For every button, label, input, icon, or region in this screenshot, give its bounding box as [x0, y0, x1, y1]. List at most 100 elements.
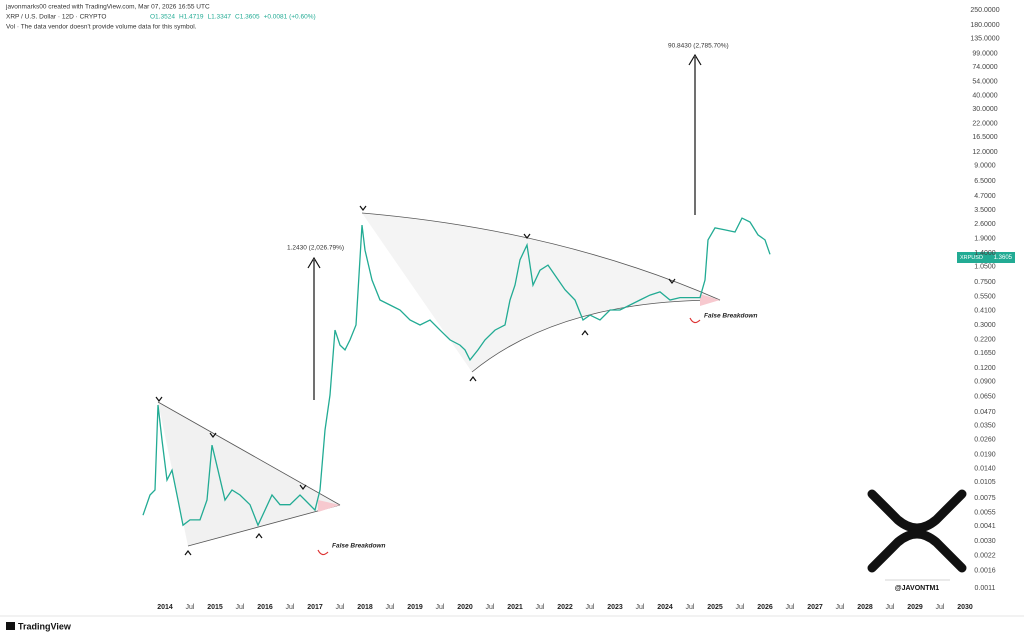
- y-tick-label: 0.0030: [974, 538, 996, 545]
- x-tick-label: Jul: [936, 604, 945, 611]
- y-tick-label: 0.0011: [975, 585, 996, 592]
- y-tick-label: 0.0260: [974, 437, 996, 444]
- y-tick-label: 135.0000: [970, 36, 999, 43]
- y-tick-label: 1.0500: [974, 263, 996, 270]
- arrow-head: [688, 53, 702, 66]
- ohlc-value: L1.3347: [208, 14, 232, 21]
- y-tick-label: 0.7500: [974, 279, 996, 286]
- symbol: XRP / U.S. Dollar · 12D · CRYPTO: [6, 14, 106, 21]
- x-tick-label: Jul: [236, 604, 245, 611]
- y-tick-label: 9.0000: [974, 163, 996, 170]
- y-tick-label: 0.0470: [974, 409, 996, 416]
- x-tick-label: 2019: [407, 604, 423, 611]
- watermark: @JAVONTM1: [895, 585, 940, 592]
- ohlc-value: +0.0081 (+0.60%): [264, 14, 316, 21]
- x-tick-label: 2015: [207, 604, 223, 611]
- x-tick-label: Jul: [786, 604, 795, 611]
- y-tick-label: 2.6000: [974, 221, 996, 228]
- x-tick-label: Jul: [486, 604, 495, 611]
- price-tag-value: 1.3605: [994, 255, 1013, 261]
- trend-line: [471, 299, 721, 373]
- y-tick-label: 0.1650: [974, 350, 996, 357]
- y-tick-label: 0.0650: [974, 394, 996, 401]
- y-tick-label: 0.0140: [974, 466, 996, 473]
- y-tick-label: 16.5000: [972, 134, 997, 141]
- y-tick-label: 250.0000: [970, 7, 999, 14]
- volume-note: Vol · The data vendor doesn't provide vo…: [6, 24, 197, 31]
- y-tick-label: 180.0000: [970, 22, 999, 29]
- x-tick-label: 2017: [307, 604, 323, 611]
- x-tick-label: Jul: [536, 604, 545, 611]
- x-tick-label: 2020: [457, 604, 473, 611]
- y-tick-label: 0.0190: [974, 451, 996, 458]
- y-tick-label: 0.2200: [974, 337, 996, 344]
- y-tick-label: 74.0000: [972, 64, 997, 71]
- y-tick-label: 0.0055: [974, 509, 996, 516]
- y-tick-label: 12.0000: [972, 149, 997, 156]
- ohlc-value: H1.4719: [179, 14, 204, 21]
- y-tick-label: 0.0350: [974, 423, 996, 430]
- triangle-fill: [362, 213, 720, 372]
- y-tick-label: 0.0900: [974, 378, 996, 385]
- x-tick-label: 2029: [907, 604, 923, 611]
- y-tick-label: 0.0105: [974, 479, 996, 486]
- price-tag-symbol: XRPUSD: [960, 255, 983, 261]
- price-line: [142, 217, 771, 527]
- x-tick-label: Jul: [886, 604, 895, 611]
- y-tick-label: 6.5000: [974, 178, 996, 185]
- x-tick-label: Jul: [686, 604, 695, 611]
- x-tick-label: Jul: [586, 604, 595, 611]
- x-tick-label: 2016: [257, 604, 273, 611]
- x-tick-label: 2030: [957, 604, 973, 611]
- price-tag: [957, 252, 1015, 263]
- ohlc-value: O1.3524: [150, 14, 175, 21]
- x-tick-label: 2018: [357, 604, 373, 611]
- trend-line: [187, 504, 341, 547]
- ohlc-value: C1.3605: [235, 14, 260, 21]
- trend-line: [361, 212, 721, 301]
- x-tick-label: 2024: [657, 604, 673, 611]
- apex: [318, 500, 340, 512]
- y-tick-label: 0.0016: [974, 567, 996, 574]
- trend-line: [157, 401, 341, 506]
- y-tick-label: 22.0000: [972, 121, 997, 128]
- pivot-markers: [155, 205, 701, 556]
- y-tick-label: 54.0000: [972, 79, 997, 86]
- x-tick-label: 2014: [157, 604, 173, 611]
- x-tick-label: Jul: [286, 604, 295, 611]
- x-tick-label: Jul: [836, 604, 845, 611]
- x-tick-label: Jul: [436, 604, 445, 611]
- apex: [700, 294, 720, 306]
- x-tick-label: Jul: [386, 604, 395, 611]
- annotation: 90.8430 (2,785.70%): [668, 43, 729, 50]
- y-tick-label: 0.0022: [974, 552, 996, 559]
- x-tick-label: Jul: [336, 604, 345, 611]
- y-tick-label: 99.0000: [972, 50, 997, 57]
- x-tick-label: Jul: [636, 604, 645, 611]
- y-tick-label: 1.4000: [974, 250, 996, 257]
- brand: TradingView: [18, 621, 72, 631]
- y-tick-label: 40.0000: [972, 93, 997, 100]
- y-tick-label: 0.1200: [974, 365, 996, 372]
- xrp-logo: [867, 489, 967, 573]
- x-tick-label: 2025: [707, 604, 723, 611]
- x-tick-label: 2027: [807, 604, 823, 611]
- y-tick-label: 0.5500: [974, 294, 996, 301]
- x-tick-label: 2028: [857, 604, 873, 611]
- x-tick-label: Jul: [736, 604, 745, 611]
- y-tick-label: 0.3000: [974, 322, 996, 329]
- x-tick-label: 2026: [757, 604, 773, 611]
- y-tick-label: 4.7000: [974, 193, 996, 200]
- y-tick-label: 0.4100: [974, 307, 996, 314]
- annotation: False Breakdown: [332, 543, 385, 550]
- x-tick-label: 2021: [507, 604, 523, 611]
- x-tick-label: 2022: [557, 604, 573, 611]
- y-tick-label: 1.9000: [974, 236, 996, 243]
- annotation: False Breakdown: [704, 313, 757, 320]
- x-tick-label: Jul: [186, 604, 195, 611]
- x-tick-label: 2023: [607, 604, 623, 611]
- credit: javonmarks00 created with TradingView.co…: [5, 4, 210, 11]
- y-tick-label: 0.0041: [974, 523, 996, 530]
- arrow-head: [307, 256, 321, 269]
